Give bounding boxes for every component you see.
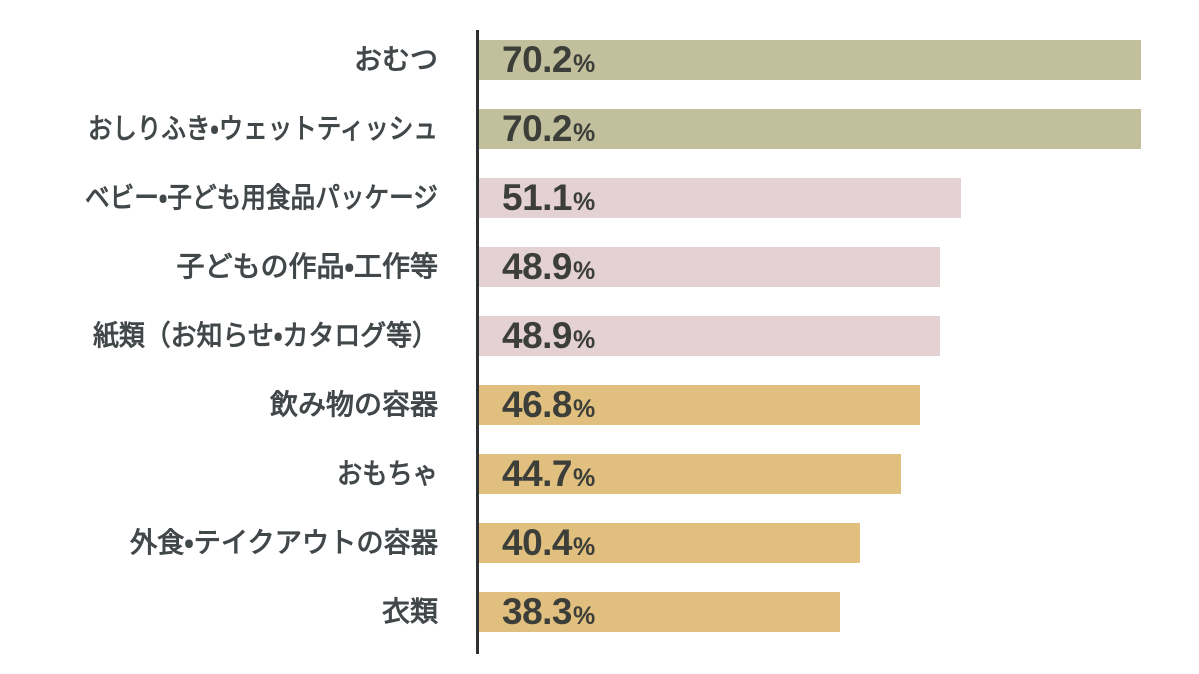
value-number: 48.9	[502, 315, 573, 356]
value-label: 70.2%	[502, 39, 595, 81]
bar: 48.9%	[479, 315, 941, 357]
value-number: 38.3	[502, 591, 573, 632]
bar-row: ベビー・子ども用食品パッケージ 51.1%	[0, 177, 1199, 219]
bar: 44.7%	[479, 453, 901, 495]
category-label: 衣類	[381, 596, 438, 627]
value-label: 40.4%	[502, 522, 595, 564]
y-axis-line	[476, 30, 479, 654]
percent-sign: %	[573, 50, 596, 78]
category-label: おしりふき・ウェットティッシュ	[88, 113, 438, 144]
category-label: 紙類（お知らせ・カタログ等）	[93, 320, 438, 351]
value-number: 70.2	[502, 108, 573, 149]
category-label: 子どもの作品・工作等	[176, 251, 438, 282]
bar: 70.2%	[479, 39, 1141, 81]
percent-sign: %	[573, 395, 596, 423]
category-label: ベビー・子ども用食品パッケージ	[84, 182, 438, 213]
bar: 46.8%	[479, 384, 921, 426]
bar-row: 飲み物の容器 46.8%	[0, 384, 1199, 426]
value-label: 48.9%	[502, 246, 595, 288]
value-label: 38.3%	[502, 591, 595, 633]
percent-sign: %	[573, 602, 596, 630]
value-label: 70.2%	[502, 108, 595, 150]
value-number: 48.9	[502, 246, 573, 287]
bar-row: 子どもの作品・工作等 48.9%	[0, 246, 1199, 288]
bar-row: おしりふき・ウェットティッシュ 70.2%	[0, 108, 1199, 150]
bar: 48.9%	[479, 246, 941, 288]
bar: 40.4%	[479, 522, 860, 564]
value-number: 51.1	[502, 177, 573, 218]
value-number: 44.7	[502, 453, 573, 494]
category-label: おもちゃ	[336, 458, 438, 489]
bar-row: 衣類 38.3%	[0, 591, 1199, 633]
value-number: 40.4	[502, 522, 573, 563]
bar: 70.2%	[479, 108, 1141, 150]
bar-row: おもちゃ 44.7%	[0, 453, 1199, 495]
bar: 51.1%	[479, 177, 961, 219]
percent-sign: %	[573, 326, 596, 354]
bar-row: 紙類（お知らせ・カタログ等） 48.9%	[0, 315, 1199, 357]
percent-sign: %	[573, 533, 596, 561]
percent-sign: %	[573, 464, 596, 492]
percent-sign: %	[573, 188, 596, 216]
value-label: 46.8%	[502, 384, 595, 426]
category-label: 飲み物の容器	[269, 389, 438, 420]
bar-row: おむつ 70.2%	[0, 39, 1199, 81]
percent-sign: %	[573, 257, 596, 285]
value-number: 46.8	[502, 384, 573, 425]
category-label: おむつ	[354, 44, 438, 75]
value-label: 44.7%	[502, 453, 595, 495]
value-number: 70.2	[502, 39, 573, 80]
percent-sign: %	[573, 119, 596, 147]
value-label: 48.9%	[502, 315, 595, 357]
bar: 38.3%	[479, 591, 841, 633]
category-label: 外食・テイクアウトの容器	[130, 527, 438, 558]
value-label: 51.1%	[502, 177, 595, 219]
bar-row: 外食・テイクアウトの容器 40.4%	[0, 522, 1199, 564]
